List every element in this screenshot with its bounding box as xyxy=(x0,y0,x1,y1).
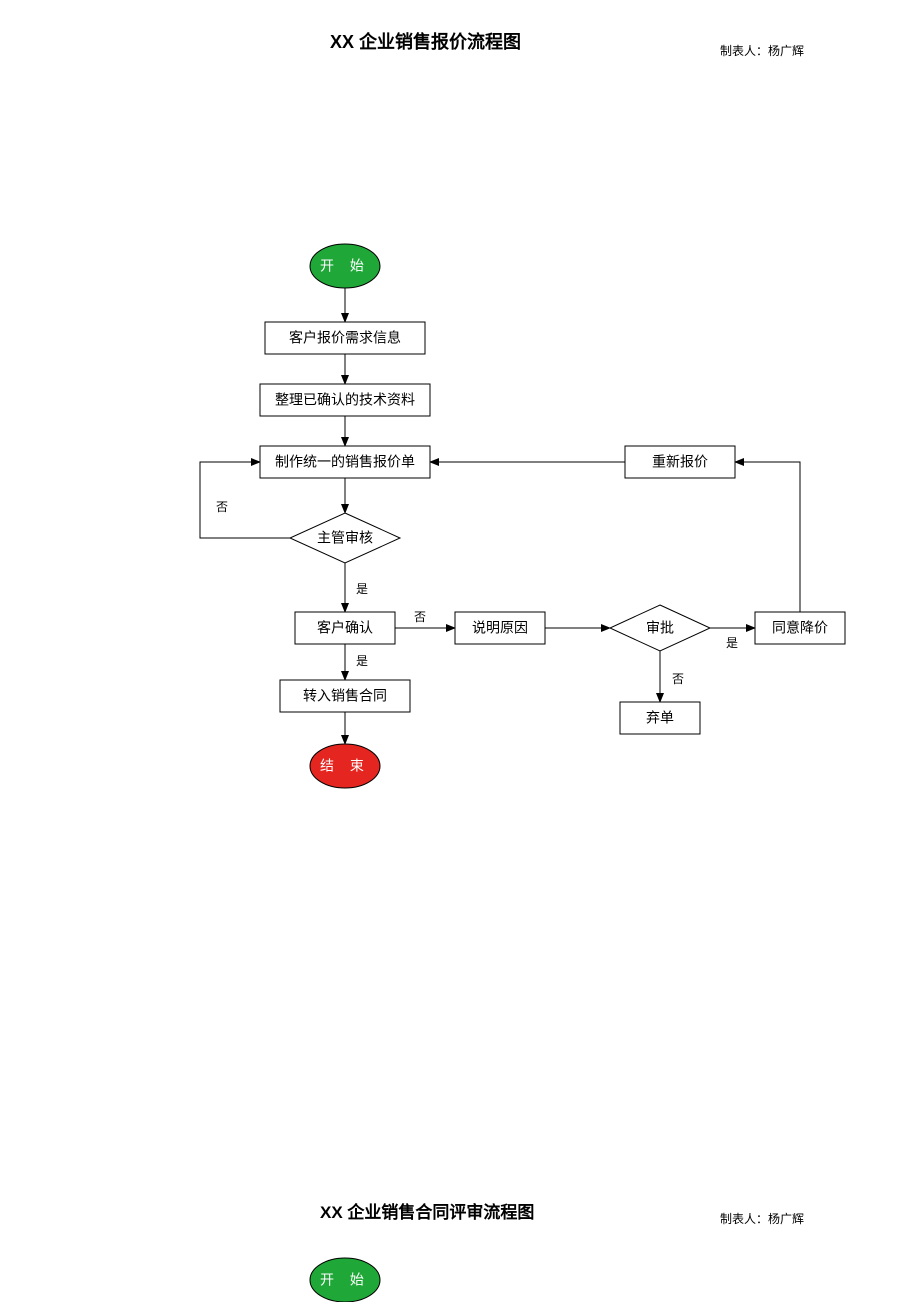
flowchart-1: 是否是否是否 开 始客户报价需求信息整理已确认的技术资料制作统一的销售报价单主管… xyxy=(0,0,920,820)
node-n10: 弃单 xyxy=(620,702,700,734)
node-n1: 客户报价需求信息 xyxy=(265,322,425,354)
node-label: 开 始 xyxy=(320,258,370,274)
node-label: 开 始 xyxy=(320,1272,370,1288)
node-label: 主管审核 xyxy=(317,530,373,546)
node-label: 转入销售合同 xyxy=(303,688,387,704)
diagram2-author: 制表人：杨广辉 xyxy=(720,1210,804,1227)
node-n3: 制作统一的销售报价单 xyxy=(260,446,430,478)
node-label: 客户确认 xyxy=(317,620,373,636)
node-n11: 重新报价 xyxy=(625,446,735,478)
flowchart-2-partial: 开 始 xyxy=(0,1250,920,1302)
node-n9: 同意降价 xyxy=(755,612,845,644)
node-label: 审批 xyxy=(646,620,674,636)
node-label: 弃单 xyxy=(646,710,674,726)
edge-label: 是 xyxy=(356,654,368,668)
node-label: 说明原因 xyxy=(472,620,528,636)
node-n5: 客户确认 xyxy=(295,612,395,644)
node-label: 同意降价 xyxy=(772,620,828,636)
node-n6: 转入销售合同 xyxy=(280,680,410,712)
node-label: 制作统一的销售报价单 xyxy=(275,454,415,470)
node-n7: 说明原因 xyxy=(455,612,545,644)
node-n2: 整理已确认的技术资料 xyxy=(260,384,430,416)
node-label: 客户报价需求信息 xyxy=(289,330,401,346)
edge-label: 否 xyxy=(414,610,426,624)
edge-n9-n11 xyxy=(735,462,800,612)
node-n8: 审批 xyxy=(610,605,710,651)
node-n4: 主管审核 xyxy=(290,513,400,563)
node-label: 结 束 xyxy=(320,758,370,774)
node-label: 重新报价 xyxy=(652,454,708,470)
node-start: 开 始 xyxy=(310,244,380,288)
edge-label: 是 xyxy=(356,582,368,596)
edge-label: 否 xyxy=(672,672,684,686)
node-label: 整理已确认的技术资料 xyxy=(275,392,415,408)
edge-label: 否 xyxy=(216,500,228,514)
diagram2-title: XX 企业销售合同评审流程图 xyxy=(320,1198,534,1223)
edge-label: 是 xyxy=(726,636,738,650)
node-end: 结 束 xyxy=(310,744,380,788)
